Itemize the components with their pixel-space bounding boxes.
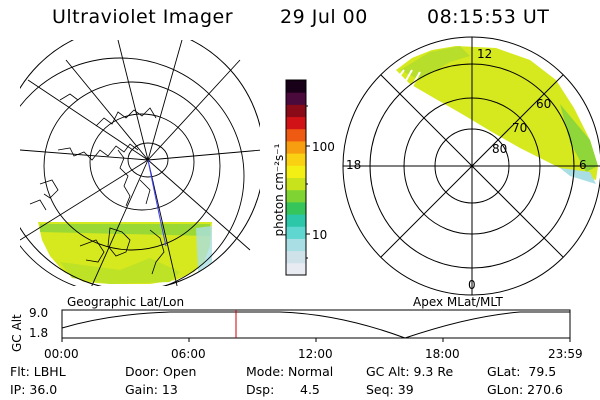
gain-info: Gain: 13 [125, 382, 178, 397]
uv-image-low-band [40, 224, 210, 236]
mlat-label-60: 60 [536, 97, 552, 111]
mlat-label-80: 80 [492, 142, 508, 156]
altitude-ytick-9: 9.0 [29, 306, 49, 320]
colorbar-segment [286, 201, 306, 215]
colorbar-segment [286, 140, 306, 154]
geographic-caption: Geographic Lat/Lon [67, 295, 185, 309]
mlt-label-6: 6 [579, 158, 587, 172]
altitude-ytick-1-8: 1.8 [29, 326, 49, 340]
mlat-label-70: 70 [512, 121, 528, 135]
instrument-title: Ultraviolet Imager [52, 6, 234, 28]
colorbar-scale [285, 79, 307, 276]
colorbar-segment [286, 226, 306, 239]
colorbar-border [285, 79, 307, 276]
image-time: 08:15:53 UT [427, 6, 550, 28]
altitude-curve [61, 311, 570, 339]
time-tick-0000: 00:00 [44, 347, 79, 361]
filter-info: Flt: LBHL [10, 364, 66, 379]
colorbar-segment [286, 250, 306, 264]
dsp-label: Dsp: [246, 382, 275, 397]
colorbar-segment [286, 128, 306, 142]
colorbar-segment [286, 238, 306, 252]
gc-alt-info: GC Alt: 9.3 Re [366, 364, 454, 379]
time-tick-1800: 18:00 [425, 347, 460, 361]
colorbar-segment [286, 116, 306, 130]
magnetic-caption: Apex MLat/MLT [413, 295, 503, 309]
ip-info: IP: 36.0 [10, 382, 58, 397]
colorbar-segment [286, 214, 306, 227]
dsp-value: 4.5 [300, 382, 320, 397]
colorbar-segment [286, 80, 306, 93]
image-date: 29 Jul 00 [280, 6, 368, 28]
colorbar-segment [286, 165, 306, 178]
colorbar-segment [286, 177, 306, 191]
mode-value: Normal [288, 364, 334, 379]
colorbar-segment [286, 153, 306, 166]
uv-image-magnetic [396, 46, 598, 180]
colorbar-segment [286, 92, 306, 105]
glat-info: GLat: 79.5 [487, 364, 557, 379]
seq-info: Seq: 39 [366, 382, 414, 397]
mlt-label-12: 12 [477, 47, 493, 61]
time-tick-2359: 23:59 [548, 347, 583, 361]
uv-image-fringe [196, 226, 212, 272]
mode-label: Mode: [246, 364, 285, 379]
colorbar-segment [286, 104, 306, 118]
altitude-ylabel: GC Alt [10, 314, 24, 352]
time-tick-0600: 06:00 [171, 347, 206, 361]
colorbar-segment [286, 262, 306, 276]
colorbar-segment [286, 189, 306, 203]
door-info: Door: Open [125, 364, 197, 379]
time-tick-1200: 12:00 [298, 347, 333, 361]
mlt-label-18: 18 [346, 158, 362, 172]
glon-info: GLon: 270.6 [487, 382, 563, 397]
colorbar-tick-10: 10 [312, 228, 328, 242]
colorbar-tick-100: 100 [312, 140, 335, 154]
mlt-label-0: 0 [468, 278, 476, 292]
